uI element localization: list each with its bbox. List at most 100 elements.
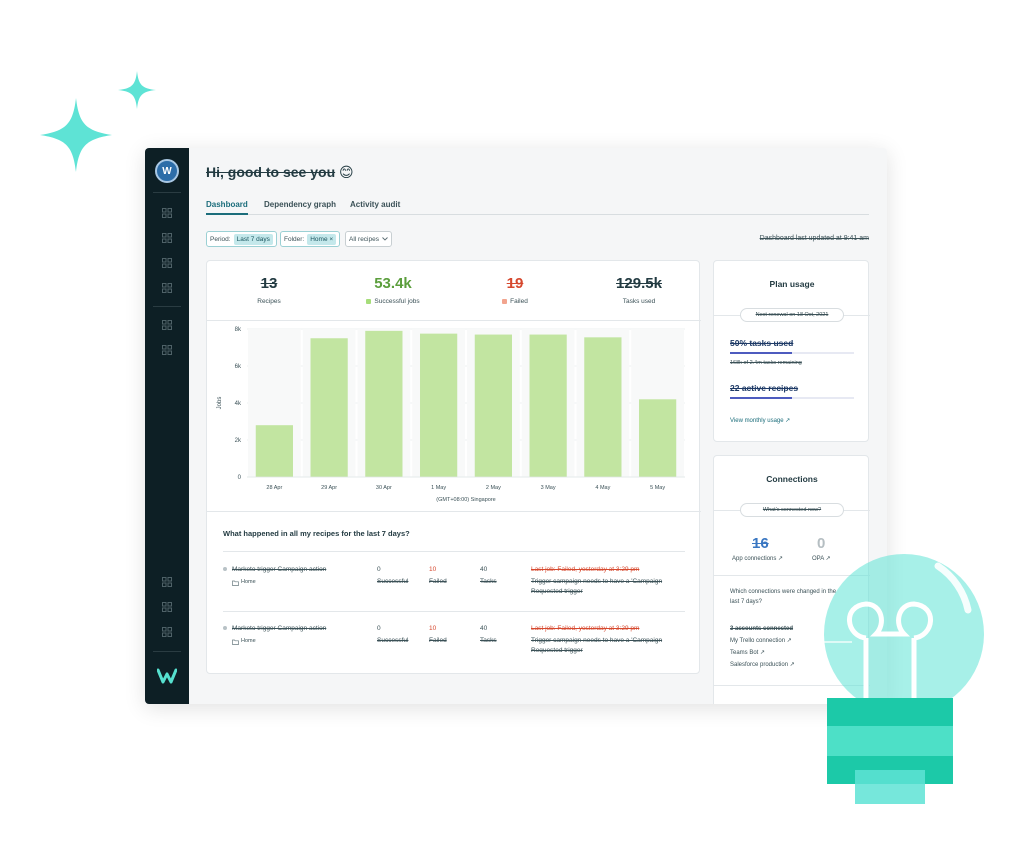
active-recipes-label: 22 active recipes xyxy=(730,383,799,393)
connections-question: Which connections were changed in the xyxy=(730,589,837,595)
app-connections-label[interactable]: App connections ↗ xyxy=(732,556,784,562)
lightbulb-illustration-icon xyxy=(820,554,984,804)
grid-icon[interactable] xyxy=(161,576,173,588)
folder-icon xyxy=(232,639,239,645)
recipes-select[interactable]: All recipes xyxy=(345,231,392,247)
grid-icon[interactable] xyxy=(161,232,173,244)
external-link-icon: ↗ xyxy=(760,650,766,656)
whats-connected-pill[interactable]: What's connected now? xyxy=(740,503,844,517)
tab-dependency-graph[interactable]: Dependency graph xyxy=(264,200,337,209)
clear-icon[interactable]: × xyxy=(329,235,334,243)
bar xyxy=(529,334,567,477)
period-label: Period: xyxy=(210,235,231,243)
x-tick-label: 30 Apr xyxy=(376,485,392,491)
opa-count: 0 xyxy=(817,535,826,552)
stat-value: 13 xyxy=(260,275,278,292)
recipe-name[interactable]: Marketo trigger Campaign action xyxy=(232,566,327,573)
tasks-label: Tasks xyxy=(480,578,497,585)
accounts-connected: 3 accounts connected xyxy=(730,626,794,632)
plan-usage-card: Plan usage Next renewal on 18 Oct, 2021 … xyxy=(713,260,870,442)
rail-divider xyxy=(153,306,181,307)
recipes-select-value: All recipes xyxy=(349,235,379,243)
opa-label[interactable]: OPA ↗ xyxy=(812,556,831,562)
tab-dashboard[interactable]: Dashboard xyxy=(206,200,248,215)
bar xyxy=(584,337,622,477)
x-tick-label: 5 May xyxy=(650,485,665,491)
grid-icon[interactable] xyxy=(161,344,173,356)
stat-recipes[interactable]: 13 Recipes xyxy=(219,275,319,305)
connections-card: Connections What's connected now? 16 App… xyxy=(713,455,870,704)
tab-activity-audit[interactable]: Activity audit xyxy=(350,200,401,209)
x-tick-label: 4 May xyxy=(595,485,610,491)
app-connections-count: 16 xyxy=(752,535,769,552)
period-filter[interactable]: Period: Last 7 days xyxy=(206,231,277,247)
smile-emoji-icon: 😊 xyxy=(339,164,354,180)
stat-value: 129.5k xyxy=(616,275,662,292)
x-tick-label: 29 Apr xyxy=(321,485,337,491)
stat-value: 53.4k xyxy=(374,275,412,292)
folder-label: Folder: xyxy=(284,235,305,243)
external-link-icon: ↗ xyxy=(825,556,831,562)
connection-link[interactable]: Salesforce production ↗ xyxy=(730,662,795,668)
x-axis-title: (GMT+08:00) Singapore xyxy=(436,497,495,503)
stat-label: Successful jobs xyxy=(374,298,420,305)
stat-tasks-used[interactable]: 129.5k Tasks used xyxy=(589,275,689,305)
bar xyxy=(639,399,677,477)
avatar[interactable]: W xyxy=(155,159,179,183)
folder-icon xyxy=(232,580,239,586)
renewal-pill: Next renewal on 18 Oct, 2021 xyxy=(740,308,844,322)
divider xyxy=(714,575,870,576)
connection-link[interactable]: Teams Bot ↗ xyxy=(730,650,766,656)
recipes-section-title: What happened in all my recipes for the … xyxy=(223,529,410,538)
plan-usage-title: Plan usage xyxy=(769,279,815,289)
recipe-name[interactable]: Marketo trigger Campaign action xyxy=(232,625,327,632)
error-message: Trigger campaign needs to have a 'Campai… xyxy=(531,578,663,585)
tasks-progress-fill xyxy=(730,352,792,354)
connection-link[interactable]: My Trello connection ↗ xyxy=(730,638,792,644)
workato-logo-icon[interactable] xyxy=(157,668,177,684)
x-tick-label: 2 May xyxy=(486,485,501,491)
stat-label: Failed xyxy=(510,298,528,305)
tasks-progress-bar xyxy=(730,352,854,354)
recipe-row[interactable]: Marketo trigger Campaign action Home 0 S… xyxy=(223,623,685,679)
last-job-status[interactable]: Last job: Failed, yesterday at 3:29 pm xyxy=(531,566,640,573)
stat-label: Tasks used xyxy=(622,298,656,305)
tasks-remaining: 168k of 2.4m tasks remaining xyxy=(730,360,802,366)
sidebar-rail: W xyxy=(145,148,189,704)
failed-label: Failed xyxy=(429,578,447,585)
view-monthly-usage-link[interactable]: View monthly usage ↗ xyxy=(730,418,791,424)
divider xyxy=(207,511,701,512)
y-tick-label: 0 xyxy=(238,475,242,481)
greeting-text: Hi, good to see you xyxy=(206,164,336,180)
stat-successful-jobs[interactable]: 53.4k Successful jobs xyxy=(343,275,443,305)
status-dot-icon xyxy=(223,626,227,630)
failed-count: 10 xyxy=(429,625,437,632)
x-tick-label: 28 Apr xyxy=(266,485,282,491)
bar xyxy=(310,338,348,477)
external-link-icon: ↗ xyxy=(789,662,795,668)
stat-failed[interactable]: 19 Failed xyxy=(465,275,565,305)
failed-legend-dot xyxy=(502,298,508,304)
recipe-folder: Home xyxy=(241,638,256,644)
grid-icon[interactable] xyxy=(161,282,173,294)
grid-icon[interactable] xyxy=(161,626,173,638)
last-job-status[interactable]: Last job: Failed, yesterday at 3:29 pm xyxy=(531,625,640,632)
y-axis-title: Jobs xyxy=(217,397,223,410)
tasks-count: 40 xyxy=(480,625,488,632)
jobs-bar-chart: 0 2k 4k 6k 8k Jobs 28 Apr 29 Apr 30 Apr 1 May 2 Ma… xyxy=(217,327,685,503)
x-tick-label: 1 May xyxy=(431,485,446,491)
grid-icon[interactable] xyxy=(161,257,173,269)
app-window: W Hi, good to see you 😊 Dashboard Depend… xyxy=(145,148,887,704)
grid-icon[interactable] xyxy=(161,601,173,613)
grid-icon[interactable] xyxy=(161,207,173,219)
connections-question: last 7 days? xyxy=(730,599,763,605)
grid-icon[interactable] xyxy=(161,319,173,331)
error-message: Requested trigger xyxy=(531,588,583,595)
tasks-count: 40 xyxy=(480,566,488,573)
recipe-row[interactable]: Marketo trigger Campaign action Home 0 S… xyxy=(223,564,685,620)
external-link-icon: ↗ xyxy=(785,418,791,424)
folder-filter[interactable]: Folder: Home × xyxy=(280,231,341,247)
divider xyxy=(714,685,870,686)
rail-divider xyxy=(153,192,181,193)
tasks-label: Tasks xyxy=(480,637,497,644)
